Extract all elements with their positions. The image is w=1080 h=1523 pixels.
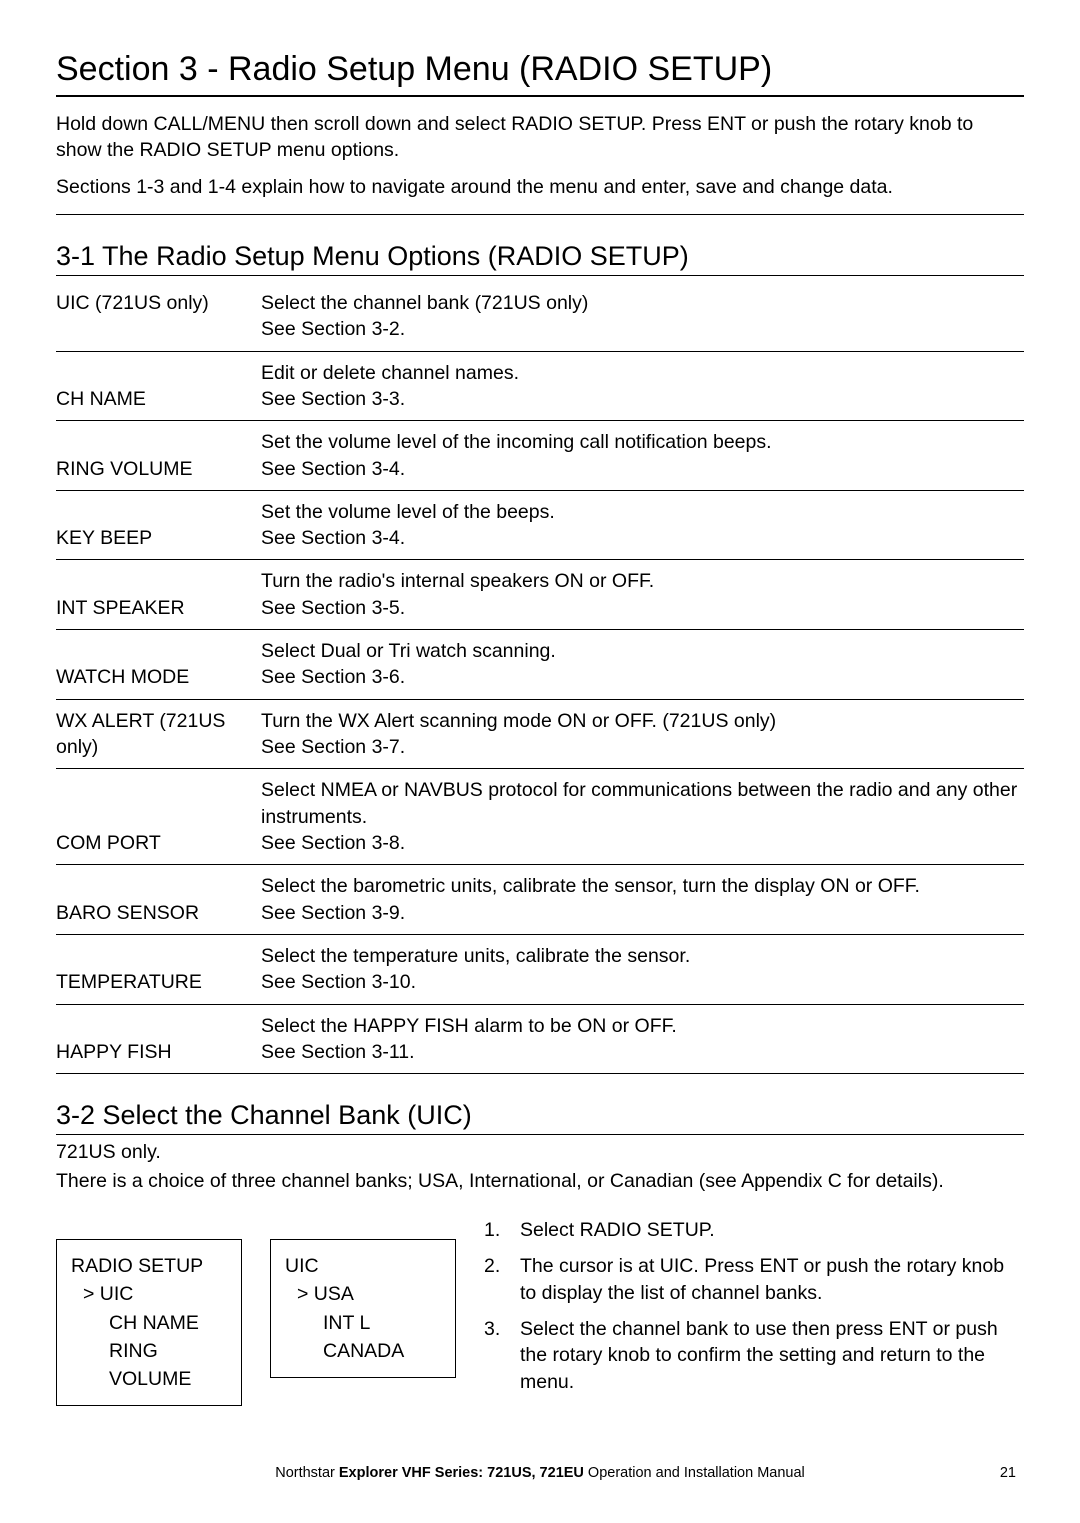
step-text: Select RADIO SETUP. (520, 1217, 715, 1243)
channel-bank-choice-text: There is a choice of three channel banks… (56, 1170, 1024, 1193)
option-description: Edit or delete channel names.See Section… (261, 351, 1024, 421)
option-label: WATCH MODE (56, 630, 261, 700)
step-number: 2. (484, 1253, 520, 1306)
option-label: COM PORT (56, 769, 261, 865)
steps-list: 1. Select RADIO SETUP. 2. The cursor is … (484, 1217, 1024, 1405)
note-721us: 721US only. (56, 1141, 1024, 1164)
screen-box-line: > UIC (71, 1280, 227, 1308)
option-description: Select NMEA or NAVBUS protocol for commu… (261, 769, 1024, 865)
subsection-3-2-title: 3-2 Select the Channel Bank (UIC) (56, 1100, 1024, 1135)
option-row: WX ALERT (721US only)Turn the WX Alert s… (56, 699, 1024, 769)
option-label: TEMPERATURE (56, 934, 261, 1004)
page-number: 21 (1000, 1465, 1016, 1481)
option-description: Turn the WX Alert scanning mode ON or OF… (261, 699, 1024, 769)
option-row: BARO SENSORSelect the barometric units, … (56, 865, 1024, 935)
option-label: HAPPY FISH (56, 1004, 261, 1074)
option-row: COM PORTSelect NMEA or NAVBUS protocol f… (56, 769, 1024, 865)
screen-box-line: CH NAME (71, 1309, 227, 1337)
option-row: CH NAMEEdit or delete channel names.See … (56, 351, 1024, 421)
step-item: 2. The cursor is at UIC. Press ENT or pu… (484, 1253, 1024, 1306)
option-description: Select Dual or Tri watch scanning.See Se… (261, 630, 1024, 700)
option-label: INT SPEAKER (56, 560, 261, 630)
option-label: CH NAME (56, 351, 261, 421)
option-row: WATCH MODESelect Dual or Tri watch scann… (56, 630, 1024, 700)
option-label: WX ALERT (721US only) (56, 699, 261, 769)
section-title: Section 3 - Radio Setup Menu (RADIO SETU… (56, 50, 1024, 97)
option-description: Select the channel bank (721US only)See … (261, 282, 1024, 351)
screen-box-line: INT L (285, 1309, 441, 1337)
step-number: 1. (484, 1217, 520, 1243)
option-row: TEMPERATURESelect the temperature units,… (56, 934, 1024, 1004)
option-label: RING VOLUME (56, 421, 261, 491)
intro-paragraph-2: Sections 1-3 and 1-4 explain how to navi… (56, 174, 1024, 200)
option-label: KEY BEEP (56, 490, 261, 560)
option-label: BARO SENSOR (56, 865, 261, 935)
option-description: Set the volume level of the beeps.See Se… (261, 490, 1024, 560)
divider (56, 214, 1024, 215)
option-row: KEY BEEPSet the volume level of the beep… (56, 490, 1024, 560)
option-row: INT SPEAKERTurn the radio's internal spe… (56, 560, 1024, 630)
subsection-3-1-title: 3-1 The Radio Setup Menu Options (RADIO … (56, 241, 1024, 276)
option-description: Select the temperature units, calibrate … (261, 934, 1024, 1004)
intro-paragraph-1: Hold down CALL/MENU then scroll down and… (56, 111, 1024, 164)
screen-box-title: RADIO SETUP (71, 1252, 227, 1280)
option-row: RING VOLUMESet the volume level of the i… (56, 421, 1024, 491)
step-item: 3. Select the channel bank to use then p… (484, 1316, 1024, 1395)
option-row: HAPPY FISHSelect the HAPPY FISH alarm to… (56, 1004, 1024, 1074)
option-description: Set the volume level of the incoming cal… (261, 421, 1024, 491)
step-text: The cursor is at UIC. Press ENT or push … (520, 1253, 1024, 1306)
screen-box-title: UIC (285, 1252, 441, 1280)
screen-box-line: > USA (285, 1280, 441, 1308)
option-description: Turn the radio's internal speakers ON or… (261, 560, 1024, 630)
step-text: Select the channel bank to use then pres… (520, 1316, 1024, 1395)
step-item: 1. Select RADIO SETUP. (484, 1217, 1024, 1243)
screen-box-line: RING VOLUME (71, 1337, 227, 1394)
screen-box-radio-setup: RADIO SETUP > UIC CH NAME RING VOLUME (56, 1239, 242, 1406)
screen-box-uic: UIC > USA INT L CANADA (270, 1239, 456, 1378)
screen-box-line: CANADA (285, 1337, 441, 1365)
option-description: Select the HAPPY FISH alarm to be ON or … (261, 1004, 1024, 1074)
option-label: UIC (721US only) (56, 282, 261, 351)
options-table: UIC (721US only)Select the channel bank … (56, 282, 1024, 1074)
step-number: 3. (484, 1316, 520, 1395)
option-row: UIC (721US only)Select the channel bank … (56, 282, 1024, 351)
footer-text: Northstar Explorer VHF Series: 721US, 72… (0, 1465, 1080, 1481)
option-description: Select the barometric units, calibrate t… (261, 865, 1024, 935)
